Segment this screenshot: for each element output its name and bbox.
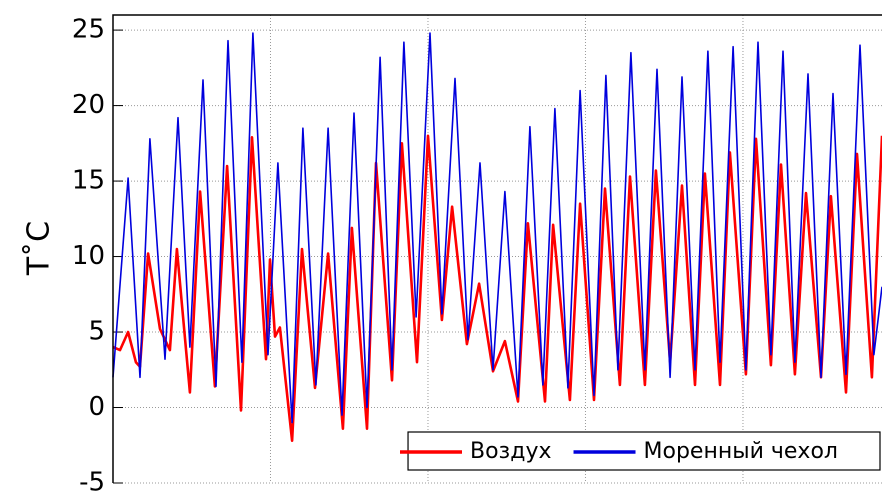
y-tick-label: 5 xyxy=(88,317,105,347)
legend-label: Воздух xyxy=(470,439,552,464)
y-tick-label: 10 xyxy=(72,241,105,271)
line-series xyxy=(112,32,882,424)
line-series xyxy=(112,134,882,442)
y-tick-label: -5 xyxy=(79,468,105,493)
y-tick-label: 15 xyxy=(72,166,105,196)
y-tick-label: 0 xyxy=(88,392,105,422)
legend-label: Моренный чехол xyxy=(644,439,838,464)
legend: Воздух Моренный чехол xyxy=(400,431,881,471)
y-tick-label: 20 xyxy=(72,90,105,120)
y-axis-label: T˚C xyxy=(22,221,57,276)
legend-box xyxy=(407,431,881,471)
y-tick-label: 25 xyxy=(72,15,105,45)
plot-frame xyxy=(112,14,882,483)
